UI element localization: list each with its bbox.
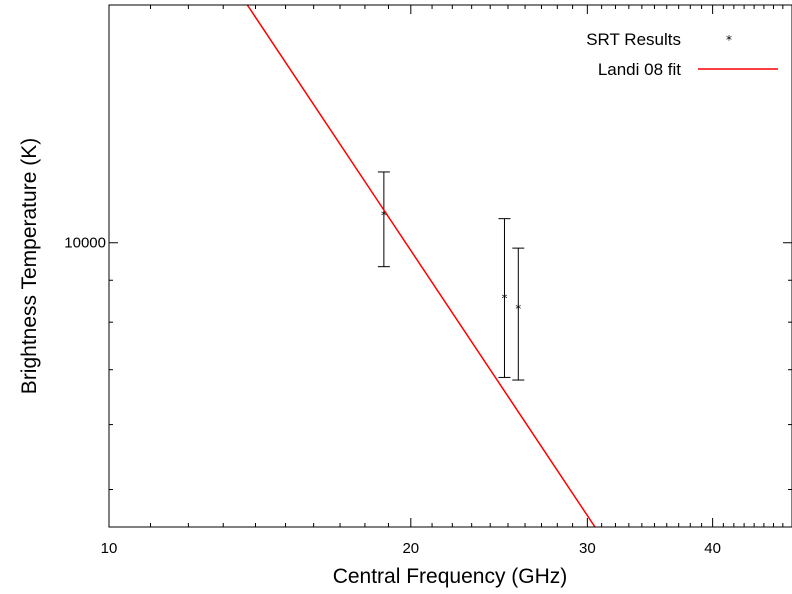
y-axis-ticks: 10000 [64,235,792,490]
x-axis-label: Central Frequency (GHz) [333,565,568,588]
fit-line-landi-08 [246,5,596,527]
point-marker-star: * [381,208,387,222]
plot-content: * * * [246,5,596,527]
x-tick-label: 20 [402,540,419,557]
legend-label-landi-fit: Landi 08 fit [598,60,681,79]
legend-star: * [726,33,732,47]
x-axis-ticks: 10 20 30 40 [101,5,784,557]
x-tick-label: 10 [101,540,118,557]
legend-label-srt-results: SRT Results [586,30,681,49]
point-marker-star: * [501,292,507,306]
legend: SRT Results * Landi 08 fit [586,30,778,79]
plot-frame [108,4,792,528]
x-tick-label: 30 [579,540,596,557]
point-marker-star: * [515,302,521,316]
data-point-3: * [512,247,525,381]
x-tick-label: 40 [704,540,721,557]
data-point-2: * [498,218,511,378]
y-tick-label: 10000 [64,235,106,252]
data-point-1: * [377,171,390,268]
y-axis-label: Brightness Temperature (K) [18,138,41,394]
legend-marker-srt-results: * [726,33,732,47]
